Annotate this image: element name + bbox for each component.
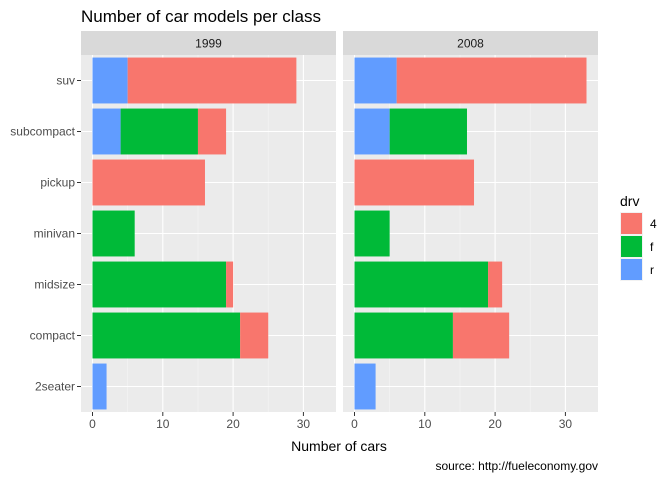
y-tick-label-2seater: 2seater — [35, 380, 75, 394]
bar-2008-minivan-f — [354, 210, 390, 257]
facet-strip-label: 2008 — [457, 37, 484, 51]
chart-title: Number of car models per class — [81, 7, 321, 26]
legend: drv 4 fr — [620, 193, 657, 281]
bar-1999-compact-4 — [240, 312, 269, 359]
x-tick-label: 10 — [156, 417, 170, 431]
legend-swatch-f — [621, 236, 642, 257]
y-axis: suv subcompact pickup minivan midsize compact… — [10, 74, 81, 394]
y-tick-label-suv: suv — [56, 74, 75, 88]
x-tick-label: 20 — [488, 417, 502, 431]
bar-2008-compact-f — [354, 312, 453, 359]
panel-2008: 2008 0 10 20 30 — [343, 31, 598, 431]
x-tick-label: 10 — [418, 417, 432, 431]
facet-strip — [81, 31, 336, 55]
bar-1999-subcompact-4 — [197, 108, 227, 155]
bar-2008-midsize-f — [354, 261, 489, 308]
bar-1999-minivan-f — [92, 210, 135, 257]
bar-1999-midsize-4 — [226, 261, 234, 308]
y-tick-label-compact: compact — [30, 329, 76, 343]
y-tick-label-minivan: minivan — [34, 227, 75, 241]
x-tick-label: 20 — [226, 417, 240, 431]
x-tick-label: 30 — [297, 417, 311, 431]
x-tick-label: 30 — [559, 417, 573, 431]
bar-1999-subcompact-r — [92, 108, 121, 155]
y-tick-label-pickup: pickup — [40, 176, 75, 190]
bar-2008-midsize-4 — [488, 261, 503, 308]
x-axis-title: Number of cars — [291, 438, 387, 454]
y-tick-label-subcompact: subcompact — [10, 125, 75, 139]
bar-1999-compact-f — [92, 312, 241, 359]
x-tick-label: 0 — [89, 417, 96, 431]
caption: source: http://fueleconomy.gov — [435, 459, 598, 473]
x-tick-label: 0 — [351, 417, 358, 431]
legend-title: drv — [620, 193, 639, 209]
legend-label-f: f — [650, 240, 654, 254]
legend-label-r: r — [650, 263, 654, 277]
bar-1999-suv-4 — [127, 57, 297, 104]
bar-2008-2seater-r — [354, 363, 376, 410]
bar-2008-subcompact-f — [389, 108, 467, 155]
facet-strip — [343, 31, 598, 55]
legend-swatch-4 — [621, 213, 642, 234]
bar-1999-subcompact-f — [120, 108, 198, 155]
bar-2008-suv-r — [354, 57, 397, 104]
bar-1999-pickup-4 — [92, 159, 205, 206]
bar-1999-2seater-r — [92, 363, 107, 410]
bar-2008-suv-4 — [396, 57, 587, 104]
bar-2008-subcompact-r — [354, 108, 390, 155]
facet-panels: 1999 0 10 20 30 2008 0 10 20 30 — [81, 31, 598, 431]
bar-1999-midsize-f — [92, 261, 227, 308]
panel-1999: 1999 0 10 20 30 — [81, 31, 336, 431]
bar-1999-suv-r — [92, 57, 128, 104]
bar-2008-pickup-4 — [354, 159, 475, 206]
facet-strip-label: 1999 — [195, 37, 222, 51]
bar-2008-compact-4 — [452, 312, 510, 359]
y-tick-label-midsize: midsize — [34, 278, 75, 292]
legend-swatch-r — [621, 259, 642, 280]
legend-label-4: 4 — [650, 217, 657, 231]
